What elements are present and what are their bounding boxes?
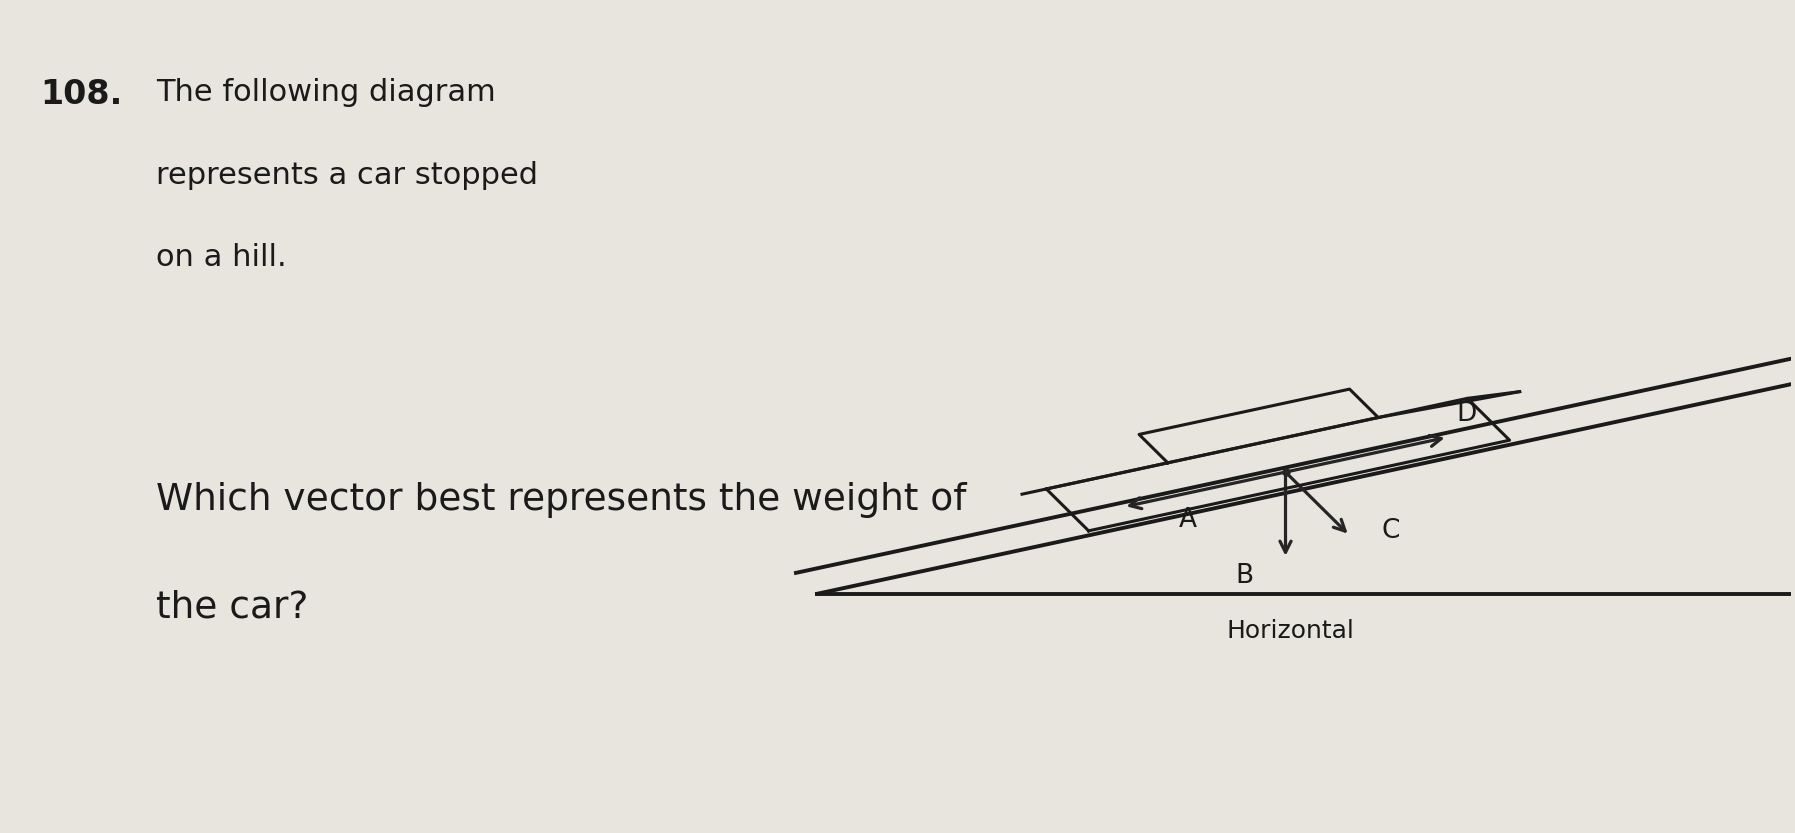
Text: the car?: the car? (156, 590, 309, 626)
Text: Horizontal: Horizontal (1226, 619, 1355, 642)
Text: D: D (1456, 402, 1477, 427)
Text: A: A (1179, 507, 1197, 533)
Text: on a hill.: on a hill. (156, 243, 287, 272)
Text: C: C (1382, 518, 1400, 545)
Text: The following diagram: The following diagram (156, 78, 495, 107)
Text: Which vector best represents the weight of: Which vector best represents the weight … (156, 482, 966, 518)
Text: B: B (1235, 563, 1253, 589)
Text: represents a car stopped: represents a car stopped (156, 161, 538, 190)
Text: 108.: 108. (39, 78, 122, 112)
